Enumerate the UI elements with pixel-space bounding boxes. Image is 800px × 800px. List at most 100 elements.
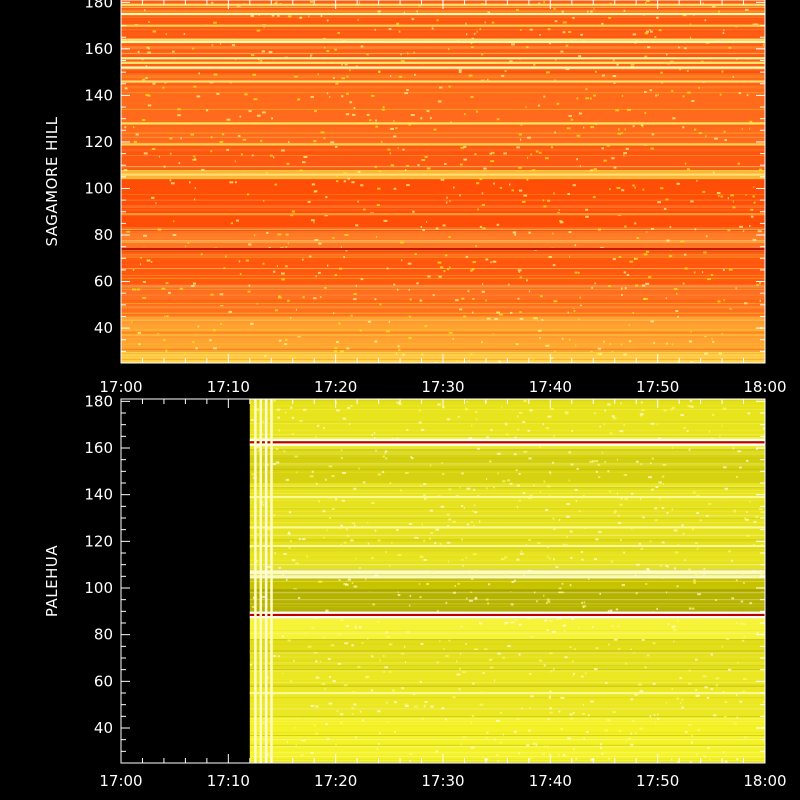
texture-dot <box>518 752 521 755</box>
texture-dot <box>696 179 698 182</box>
texture-dot <box>390 127 394 130</box>
emission-line <box>121 213 765 216</box>
texture-dot <box>170 182 175 185</box>
texture-dot <box>340 543 343 546</box>
texture-dot <box>340 246 342 249</box>
texture-dot <box>397 554 402 556</box>
texture-dot <box>395 127 398 130</box>
texture-dot <box>737 450 741 453</box>
texture-dot <box>486 487 488 490</box>
texture-dot <box>650 462 652 465</box>
texture-dot <box>404 92 408 95</box>
texture-dot <box>666 239 670 242</box>
texture-dot <box>410 456 412 459</box>
texture-dot <box>374 574 379 577</box>
texture-dot <box>593 8 595 11</box>
texture-dot <box>591 286 593 289</box>
texture-dot <box>603 340 605 343</box>
texture-dot <box>323 636 326 639</box>
texture-dot <box>759 282 761 285</box>
texture-dot <box>702 271 704 274</box>
texture-row <box>121 284 765 286</box>
texture-dot <box>468 437 472 440</box>
texture-dot <box>387 721 389 724</box>
texture-dot <box>689 761 692 763</box>
texture-dot <box>487 11 491 14</box>
texture-dot <box>617 625 620 628</box>
texture-dot <box>486 317 491 320</box>
texture-dot <box>649 540 652 543</box>
texture-row <box>121 238 765 240</box>
texture-dot <box>397 147 399 150</box>
texture-dot <box>724 760 728 763</box>
texture-dot <box>388 440 390 443</box>
texture-dot <box>282 573 284 576</box>
texture-dot <box>310 54 312 57</box>
texture-dot <box>743 678 747 681</box>
texture-row <box>249 656 765 658</box>
texture-dot <box>340 721 343 724</box>
texture-dot <box>409 759 411 762</box>
texture-dot <box>549 711 553 714</box>
texture-dot <box>754 23 759 26</box>
texture-dot <box>564 412 569 415</box>
texture-dot <box>593 94 596 97</box>
texture-dot <box>530 153 533 156</box>
texture-dot <box>690 405 694 408</box>
texture-dot <box>518 623 522 626</box>
texture-dot <box>367 542 370 545</box>
texture-dot <box>374 165 378 168</box>
texture-dot <box>728 46 732 49</box>
texture-dot <box>302 296 305 299</box>
plot-area <box>121 399 765 763</box>
texture-dot <box>520 550 522 553</box>
texture-dot <box>749 120 753 123</box>
texture-dot <box>162 86 165 89</box>
texture-dot <box>642 516 645 519</box>
texture-row <box>249 684 765 686</box>
texture-dot <box>665 701 668 704</box>
texture-dot <box>546 485 551 488</box>
texture-dot <box>448 488 452 491</box>
texture-row <box>121 255 765 257</box>
texture-dot <box>521 707 523 710</box>
texture-dot <box>572 16 575 19</box>
texture-dot <box>409 759 412 762</box>
texture-dot <box>388 643 393 646</box>
texture-dot <box>611 415 615 418</box>
texture-dot <box>632 651 636 654</box>
texture-row <box>121 277 765 279</box>
texture-dot <box>484 21 486 24</box>
texture-dot <box>599 425 601 428</box>
texture-dot <box>507 479 510 482</box>
texture-row <box>249 484 765 486</box>
texture-dot <box>353 585 358 588</box>
texture-dot <box>486 478 488 481</box>
texture-dot <box>151 196 155 199</box>
texture-dot <box>457 582 460 585</box>
texture-dot <box>313 724 316 727</box>
texture-dot <box>511 581 515 583</box>
texture-dot <box>460 625 464 628</box>
texture-dot <box>288 546 291 549</box>
texture-dot <box>475 110 478 113</box>
texture-dot <box>417 164 420 167</box>
texture-dot <box>681 706 684 709</box>
texture-dot <box>655 94 657 97</box>
texture-dot <box>437 261 442 264</box>
texture-dot <box>543 594 545 597</box>
texture-dot <box>696 753 699 756</box>
texture-dot <box>481 53 484 56</box>
texture-dot <box>708 502 712 505</box>
texture-dot <box>424 156 428 158</box>
texture-dot <box>409 298 412 301</box>
texture-dot <box>562 543 566 546</box>
texture-dot <box>718 195 720 197</box>
texture-dot <box>698 132 702 135</box>
texture-dot <box>327 658 331 661</box>
texture-dot <box>314 732 318 735</box>
texture-dot <box>695 658 698 661</box>
texture-dot <box>291 416 295 419</box>
texture-dot <box>528 290 531 293</box>
texture-dot <box>324 286 327 289</box>
